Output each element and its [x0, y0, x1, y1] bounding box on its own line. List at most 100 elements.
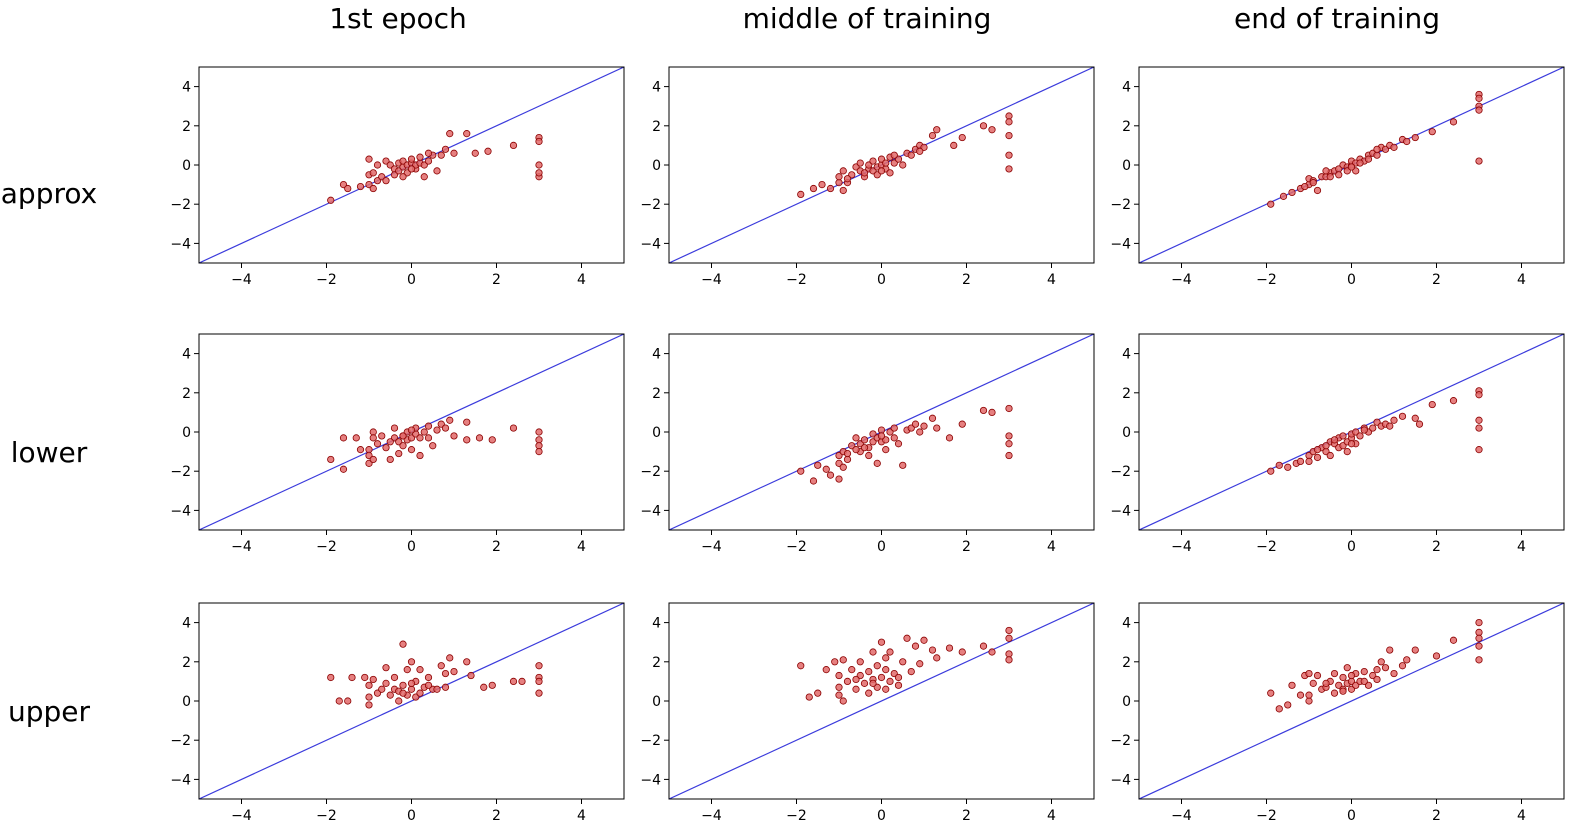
data-point: [1364, 155, 1373, 163]
data-point: [437, 151, 445, 159]
y-tick-label: 2: [1122, 386, 1131, 402]
data-point: [1475, 634, 1483, 642]
data-point: [395, 697, 403, 705]
y-tick-label: 2: [652, 655, 661, 671]
data-point: [1005, 132, 1013, 140]
data-point: [356, 182, 365, 191]
data-point: [1411, 133, 1419, 142]
y-tick-label: 0: [182, 158, 191, 174]
points: [797, 404, 1013, 485]
y-tick-label: −4: [640, 236, 661, 252]
data-point: [839, 463, 847, 471]
x-tick-label: 0: [877, 272, 886, 288]
data-point: [327, 196, 335, 204]
points: [797, 626, 1013, 705]
data-point: [869, 679, 877, 687]
data-point: [1313, 446, 1322, 454]
data-point: [1390, 669, 1398, 678]
y-tick-label: 4: [652, 347, 661, 363]
data-point: [1360, 667, 1368, 676]
data-point: [814, 689, 822, 697]
y-tick-label: 2: [1122, 655, 1131, 671]
data-point: [958, 648, 966, 656]
points: [797, 112, 1013, 198]
data-point: [1475, 628, 1483, 637]
data-point: [1005, 650, 1013, 658]
data-point: [920, 636, 928, 644]
data-point: [1347, 671, 1356, 680]
data-point: [882, 666, 890, 674]
panel-lower-middle-of-training: −4 −2 0 2 4 −4 −2 0 2 4: [640, 333, 1095, 555]
data-point: [463, 436, 471, 444]
x-tick-label: 0: [1347, 272, 1356, 288]
data-point: [877, 638, 886, 646]
data-point: [1305, 457, 1313, 465]
data-point: [407, 679, 416, 687]
data-point: [933, 424, 941, 432]
data-point: [463, 658, 471, 666]
data-point: [386, 438, 394, 446]
data-point: [365, 681, 373, 689]
x-tick-label: 0: [1347, 539, 1356, 555]
data-point: [1005, 112, 1013, 120]
data-point: [1475, 424, 1483, 432]
y-tick-label: −4: [170, 503, 191, 519]
data-point: [416, 689, 424, 697]
x-tick-label: 0: [407, 808, 416, 824]
data-point: [1005, 432, 1013, 440]
data-point: [1449, 636, 1458, 644]
data-point: [920, 422, 928, 430]
y-tick-label: 4: [182, 616, 191, 632]
data-point: [873, 662, 881, 670]
data-point: [1428, 128, 1436, 136]
data-point: [911, 642, 920, 650]
data-point: [869, 157, 877, 165]
data-point: [365, 446, 373, 454]
data-point: [420, 173, 428, 181]
data-point: [437, 662, 445, 670]
x-tick-label: −4: [231, 539, 252, 555]
data-point: [390, 424, 399, 432]
data-point: [1005, 451, 1013, 460]
x-tick-label: 4: [577, 272, 586, 288]
data-point: [1005, 440, 1013, 448]
y-tick-label: 0: [652, 425, 661, 441]
data-point: [403, 666, 411, 674]
data-point: [852, 446, 860, 454]
data-point: [1343, 447, 1351, 456]
data-point: [1475, 391, 1483, 399]
data-point: [450, 667, 458, 676]
x-tick-label: −2: [1256, 539, 1277, 555]
data-point: [1313, 671, 1322, 680]
data-point: [979, 642, 988, 650]
x-tick-label: −4: [1171, 808, 1192, 824]
y-tick-label: −2: [170, 197, 191, 213]
data-point: [365, 155, 373, 163]
y-tick-label: 2: [1122, 119, 1131, 135]
data-point: [467, 671, 475, 680]
data-point: [899, 461, 907, 469]
x-tick-label: 0: [877, 539, 886, 555]
data-point: [1411, 646, 1419, 654]
x-tick-label: 2: [962, 539, 971, 555]
data-point: [488, 681, 496, 689]
points: [327, 130, 543, 204]
x-tick-label: 2: [1432, 539, 1441, 555]
data-point: [535, 442, 543, 450]
data-point: [826, 184, 835, 193]
data-point: [399, 640, 407, 648]
data-point: [1347, 163, 1356, 171]
y-tick-label: 0: [1122, 694, 1131, 710]
data-point: [1296, 457, 1305, 465]
data-point: [382, 664, 390, 672]
x-tick-label: −2: [1256, 272, 1277, 288]
data-point: [535, 428, 543, 436]
data-point: [860, 679, 869, 687]
y-tick-label: 4: [1122, 616, 1131, 632]
data-point: [1005, 404, 1013, 413]
data-point: [1373, 666, 1381, 674]
data-point: [535, 137, 543, 146]
y-tick-label: −2: [1110, 464, 1131, 480]
data-point: [894, 681, 903, 689]
data-point: [1330, 436, 1339, 444]
